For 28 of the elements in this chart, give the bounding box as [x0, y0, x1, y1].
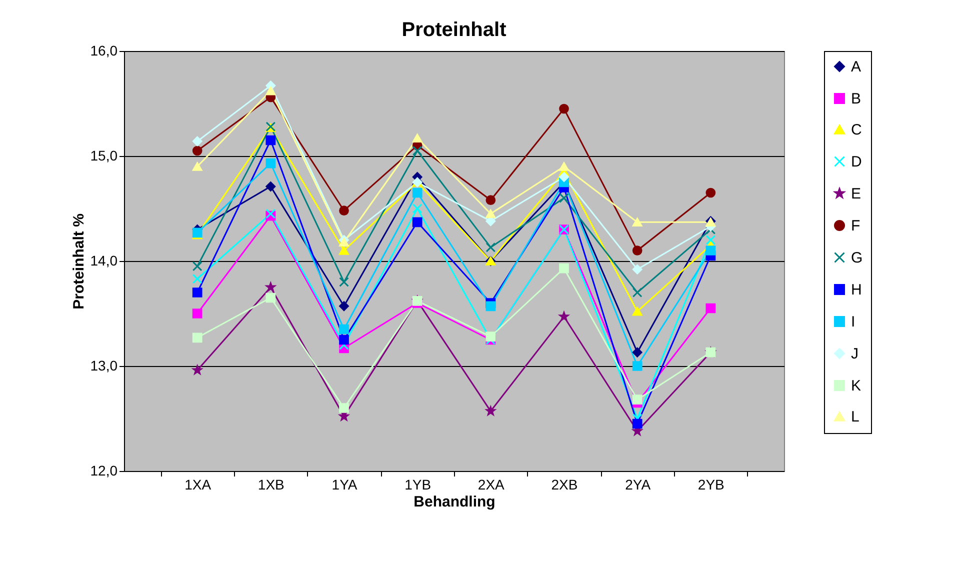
y-tick-label: 13,0: [90, 358, 118, 374]
x-tick-label: 1YA: [332, 476, 358, 492]
x-tick-label: 2XA: [478, 476, 506, 492]
legend-label: K: [851, 378, 862, 394]
legend-label: G: [851, 250, 863, 266]
x-tick-label: 1XA: [184, 476, 212, 492]
legend-label: H: [851, 282, 862, 298]
x-axis-title: Behandling: [414, 494, 496, 510]
legend-label: E: [851, 186, 862, 202]
y-tick-label: 15,0: [90, 148, 118, 164]
legend-label: A: [851, 58, 862, 76]
x-tick-label: 1YB: [404, 476, 432, 492]
x-tick-label: 2YB: [698, 476, 724, 492]
y-tick-label: 12,0: [90, 462, 118, 478]
chart-title: Proteinhalt: [402, 19, 507, 41]
y-tick-label: 14,0: [90, 252, 118, 268]
legend-label: L: [851, 408, 860, 426]
x-tick-label: 2XB: [551, 476, 578, 492]
legend-label: D: [851, 154, 862, 170]
x-tick-label: 2YA: [625, 476, 652, 492]
y-tick-label: 16,0: [90, 42, 118, 58]
legend-label: J: [851, 346, 858, 362]
legend-label: F: [851, 218, 860, 234]
legend-label: B: [851, 90, 862, 108]
legend-label: I: [851, 314, 856, 330]
legend-label: C: [851, 122, 862, 138]
x-tick-label: 1XB: [258, 476, 284, 492]
y-axis-title: Proteinhalt %: [70, 214, 88, 310]
